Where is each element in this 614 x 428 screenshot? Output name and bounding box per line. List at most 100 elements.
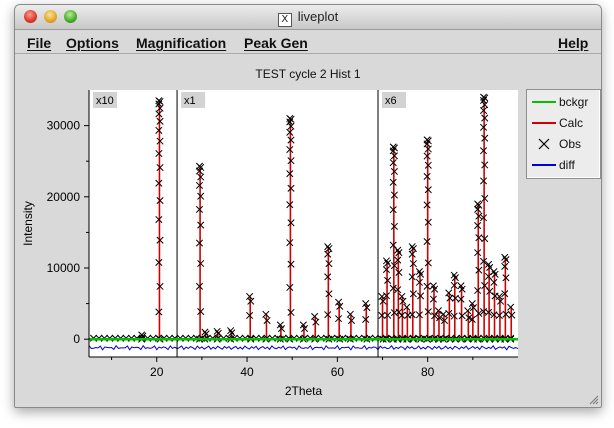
obs-point — [155, 258, 163, 266]
y-tick-label: 10000 — [47, 261, 81, 275]
obs-point — [409, 290, 417, 298]
obs-point — [286, 145, 294, 154]
obs-point — [481, 101, 489, 109]
legend-swatch-obs — [538, 138, 550, 150]
minimize-window-button[interactable] — [44, 10, 57, 23]
window-title: liveplot — [297, 9, 339, 24]
region-label: x6 — [385, 95, 397, 107]
obs-point — [394, 286, 402, 294]
obs-point — [335, 298, 343, 306]
obs-point — [495, 292, 503, 301]
obs-point — [390, 167, 398, 176]
obs-point — [156, 104, 164, 112]
obs-point — [378, 311, 386, 320]
legend-item-diff: diff — [527, 155, 600, 175]
plot-area — [89, 90, 518, 357]
obs-point — [384, 311, 392, 319]
obs-point — [246, 292, 254, 301]
diff-line — [88, 344, 519, 351]
resize-grip-icon[interactable] — [588, 394, 599, 405]
obs-point — [423, 172, 431, 181]
menu-file[interactable]: File — [27, 35, 52, 51]
menu-help[interactable]: Help — [558, 35, 589, 51]
obs-point — [399, 297, 407, 305]
y-tick-label: 30000 — [47, 119, 81, 133]
obs-point — [479, 123, 488, 131]
obs-point — [324, 250, 332, 258]
obs-point — [424, 145, 432, 153]
obs-point — [424, 218, 432, 226]
obs-point — [195, 282, 204, 290]
obs-point — [424, 308, 432, 316]
obs-point — [475, 309, 483, 318]
obs-point — [155, 149, 163, 158]
obs-point — [213, 327, 221, 335]
obs-point — [481, 194, 489, 203]
obs-point — [286, 128, 294, 136]
obs-point — [469, 304, 477, 312]
obs-point — [415, 278, 423, 286]
obs-point — [362, 300, 370, 308]
zoom-window-button[interactable] — [64, 10, 77, 23]
menu-magnification[interactable]: Magnification — [136, 35, 227, 51]
region-label: x1 — [184, 95, 196, 107]
obs-point — [382, 266, 390, 274]
obs-point — [431, 312, 439, 320]
obs-point — [417, 292, 425, 300]
obs-point — [409, 260, 417, 268]
obs-point — [195, 205, 204, 213]
obs-point — [286, 118, 294, 126]
obs-point — [389, 159, 397, 167]
powder-pattern-chart[interactable]: x10 x1 x6 0 10000 20000 30000 20 40 60 80 2Theta In… — [15, 5, 601, 407]
obs-point — [156, 163, 164, 172]
obs-point — [474, 222, 482, 230]
obs-point — [346, 310, 354, 318]
x-tick-label: 20 — [150, 365, 164, 379]
obs-point — [155, 215, 163, 224]
obs-point — [156, 137, 164, 145]
obs-point — [324, 273, 332, 281]
obs-point — [389, 206, 397, 214]
obs-point — [423, 282, 431, 290]
obs-point — [408, 311, 416, 319]
obs-point — [474, 286, 482, 295]
obs-point — [325, 260, 333, 268]
menu-peak-gen[interactable]: Peak Gen — [244, 35, 308, 51]
menu-options[interactable]: Options — [66, 35, 119, 51]
axes: 0 10000 20000 30000 20 40 60 80 2Theta Intensity — [21, 90, 518, 398]
obs-point — [384, 259, 392, 267]
obs-point — [398, 292, 406, 301]
obs-point — [502, 256, 510, 264]
obs-point — [286, 239, 294, 247]
legend-label-diff: diff — [559, 158, 575, 172]
region-label-bg — [382, 92, 407, 108]
obs-point — [481, 134, 489, 142]
obs-point — [417, 270, 425, 278]
obs-point — [287, 308, 295, 317]
legend-label-obs: Obs — [559, 137, 582, 151]
obs-point — [415, 311, 423, 319]
obs-point — [403, 303, 411, 311]
obs-point — [389, 178, 397, 186]
obs-point — [197, 221, 205, 229]
obs-point — [156, 117, 164, 125]
obs-point — [446, 294, 454, 302]
obs-point — [464, 307, 472, 315]
obs-point — [440, 316, 449, 325]
close-window-button[interactable] — [24, 10, 37, 23]
legend[interactable]: bckgr Calc Obs diff — [526, 89, 601, 179]
obs-point — [390, 222, 398, 230]
legend-label-bckgr: bckgr — [559, 95, 589, 109]
obs-point — [286, 170, 294, 178]
obs-point — [389, 284, 397, 292]
obs-point — [197, 173, 205, 181]
obs-point — [325, 290, 333, 298]
obs-point — [458, 285, 466, 293]
obs-point — [336, 302, 344, 310]
obs-point — [382, 292, 390, 300]
obs-point — [501, 253, 509, 261]
obs-point — [390, 262, 398, 270]
obs-point — [155, 179, 163, 187]
